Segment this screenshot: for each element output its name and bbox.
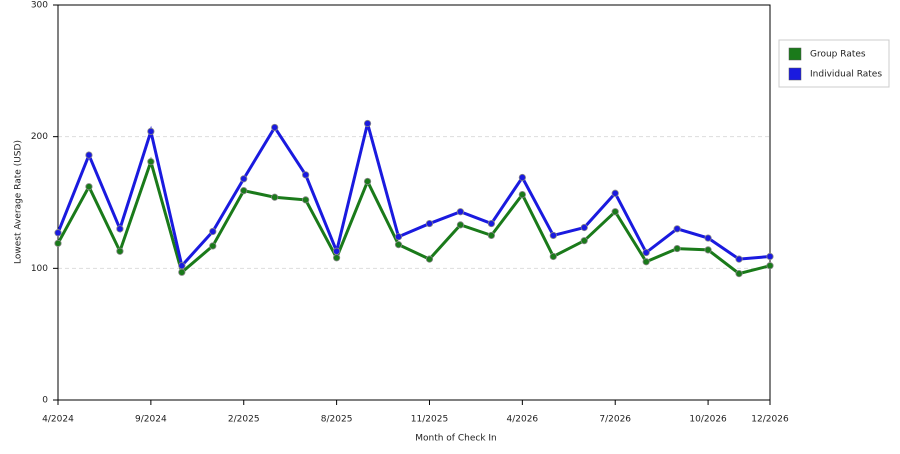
series-line xyxy=(56,156,771,276)
point xyxy=(116,225,124,233)
y-axis-title: Lowest Average Rate (USD) xyxy=(14,140,24,264)
point xyxy=(54,239,62,247)
point xyxy=(240,175,248,183)
point xyxy=(766,252,774,261)
point xyxy=(363,119,372,128)
y-tick-label: 300 xyxy=(31,1,48,11)
point xyxy=(178,268,186,276)
point xyxy=(240,187,248,195)
y-tick-label: 200 xyxy=(31,132,48,142)
point xyxy=(642,248,650,257)
y-tick-label: 100 xyxy=(31,264,48,274)
x-tick-label: 2/2025 xyxy=(228,415,260,425)
point xyxy=(456,208,465,216)
point xyxy=(425,219,434,228)
legend-swatch xyxy=(788,47,802,61)
point xyxy=(394,241,403,249)
x-tick-label: 4/2026 xyxy=(507,415,539,425)
point xyxy=(302,171,310,179)
point xyxy=(456,221,465,229)
point xyxy=(735,255,743,263)
x-axis-title: Month of Check In xyxy=(415,434,497,444)
point xyxy=(54,229,62,237)
point xyxy=(85,183,93,191)
legend-label: Individual Rates xyxy=(810,70,882,80)
legend-label: Group Rates xyxy=(810,50,866,60)
point xyxy=(394,233,403,241)
point xyxy=(271,193,279,201)
point xyxy=(642,258,650,266)
point xyxy=(333,247,341,255)
x-tick-label: 12/2026 xyxy=(751,415,789,425)
point xyxy=(580,223,588,232)
x-tick-label: 10/2026 xyxy=(689,415,727,425)
point xyxy=(425,255,434,263)
point xyxy=(302,196,310,204)
legend-swatch xyxy=(788,67,802,81)
point xyxy=(611,208,619,216)
point xyxy=(147,158,155,166)
point xyxy=(580,237,588,245)
point xyxy=(704,234,712,242)
point xyxy=(549,252,557,261)
series-line xyxy=(56,123,771,269)
x-tick-label: 11/2025 xyxy=(411,415,448,425)
point xyxy=(85,151,93,159)
point xyxy=(735,269,743,278)
point xyxy=(487,231,495,240)
point xyxy=(363,177,372,186)
point xyxy=(209,242,217,250)
x-tick-label: 9/2024 xyxy=(135,415,167,425)
plot-frame xyxy=(57,4,771,401)
point xyxy=(271,123,279,132)
point xyxy=(487,219,495,228)
point xyxy=(549,231,557,240)
x-tick-label: 8/2025 xyxy=(321,415,353,425)
point xyxy=(518,191,526,199)
point xyxy=(116,247,124,255)
x-tick-label: 7/2026 xyxy=(599,415,631,425)
point xyxy=(518,173,526,182)
point xyxy=(673,244,681,253)
point xyxy=(178,262,186,270)
y-tick-label: 0 xyxy=(42,396,48,406)
point xyxy=(147,127,155,135)
point xyxy=(209,227,217,236)
point xyxy=(611,189,619,197)
point xyxy=(333,254,341,262)
point xyxy=(673,225,681,233)
point xyxy=(766,262,774,270)
point xyxy=(704,246,712,254)
x-tick-label: 4/2024 xyxy=(42,415,74,425)
